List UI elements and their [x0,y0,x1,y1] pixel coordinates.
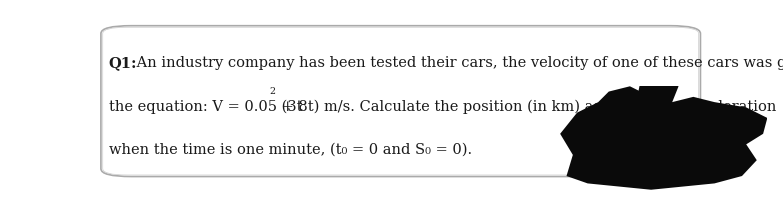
FancyBboxPatch shape [101,27,701,177]
Text: + 8t) m/s. Calculate the position (in km) as well as its acceleration: + 8t) m/s. Calculate the position (in km… [277,100,776,114]
Text: the equation: V = 0.05 (3t: the equation: V = 0.05 (3t [109,100,302,114]
Polygon shape [637,76,679,103]
Polygon shape [560,87,767,190]
Text: when the time is one minute, (t₀ = 0 and S₀ = 0).: when the time is one minute, (t₀ = 0 and… [109,142,472,156]
Text: Q1:: Q1: [109,56,137,70]
Text: 2: 2 [269,87,276,96]
Text: An industry company has been tested their cars, the velocity of one of these car: An industry company has been tested thei… [132,56,783,70]
